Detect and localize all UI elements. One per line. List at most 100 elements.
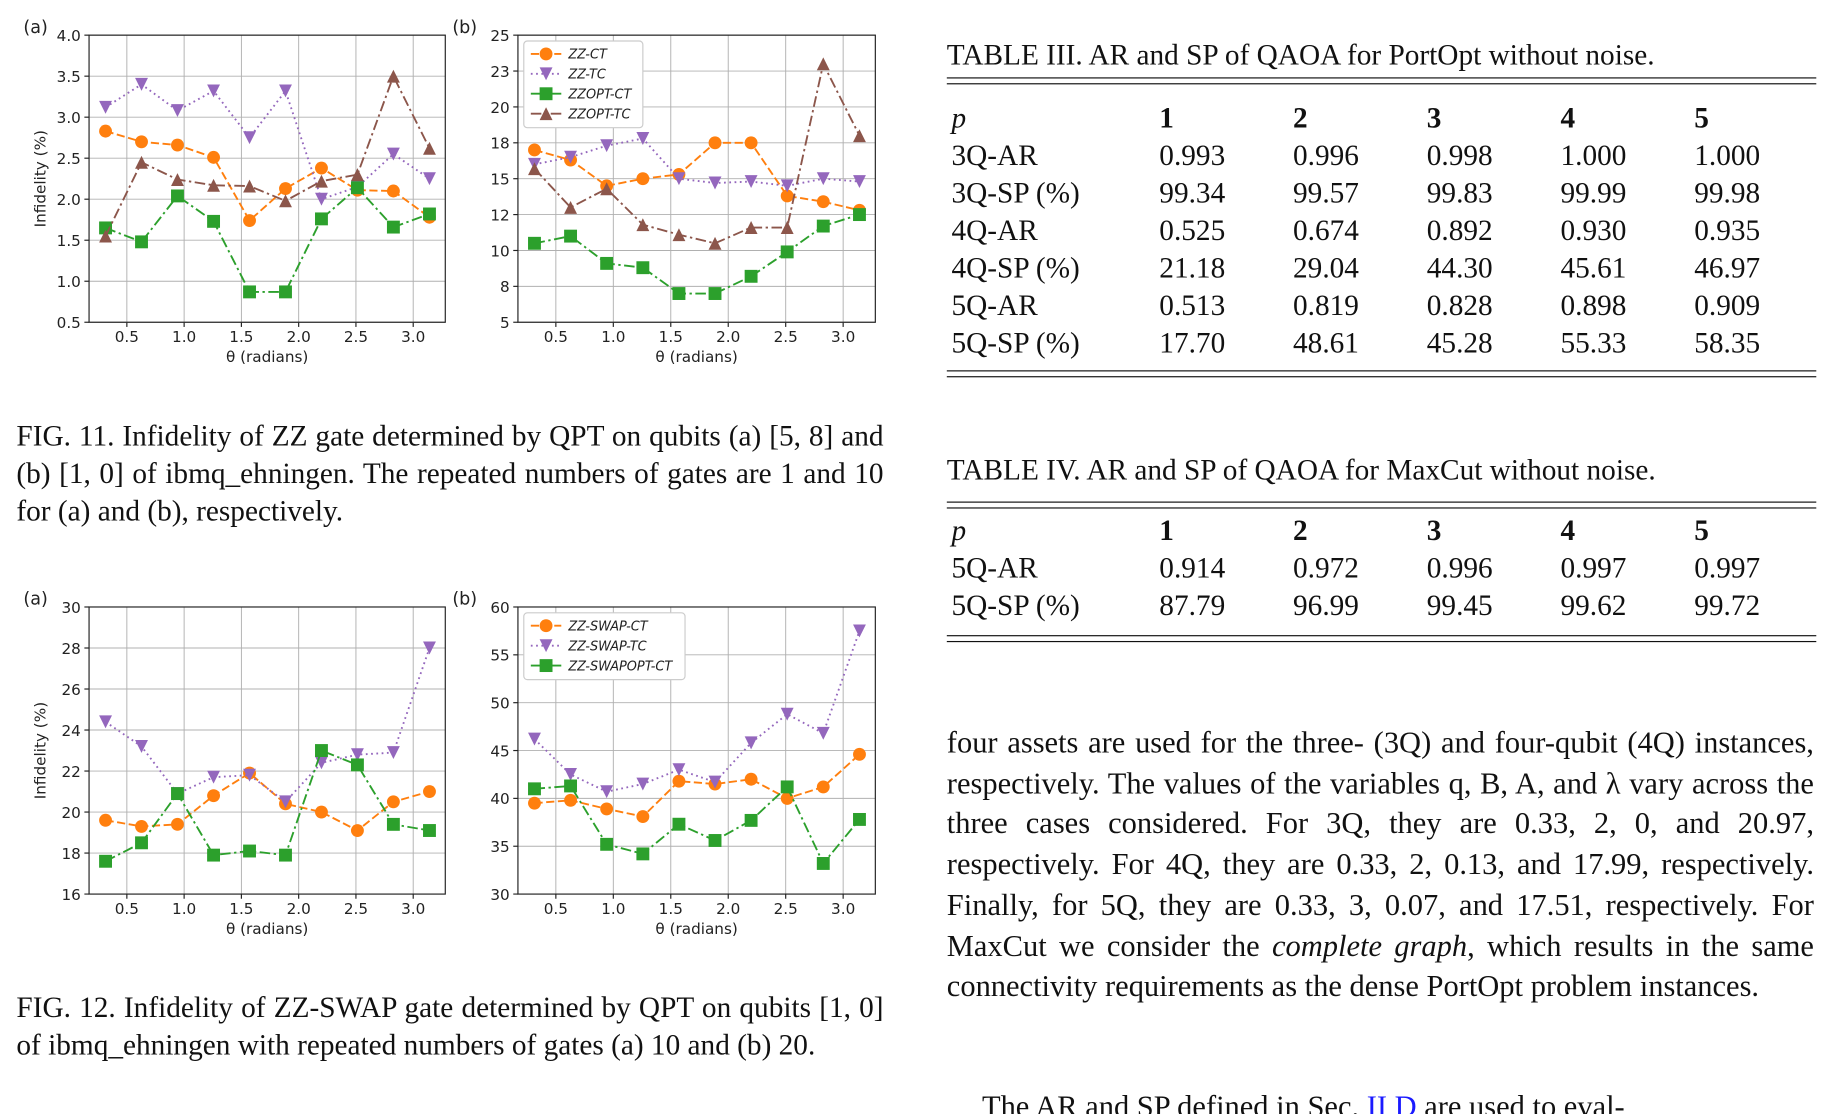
marker <box>386 147 400 161</box>
marker <box>350 824 364 837</box>
chart: 0.5 1.0 1.5 2.0 2.5 3.0 30 35 40 45 50 55 60 θ (radia… <box>452 590 876 938</box>
y-tick-label: 2.0 <box>57 191 81 209</box>
table-cell: 0.819 <box>1293 290 1359 323</box>
marker <box>386 184 400 198</box>
marker <box>853 175 866 189</box>
marker <box>564 793 578 807</box>
table-cell: 99.98 <box>1694 178 1761 210</box>
header-cell: 2 <box>1293 515 1308 548</box>
series-line <box>534 784 861 866</box>
table-cell: 5Q-SP (%) <box>951 328 1080 360</box>
table-cell: 0.997 <box>1694 553 1761 585</box>
marker <box>636 847 650 861</box>
x-tick-label: 3.0 <box>831 900 855 918</box>
marker <box>207 848 221 862</box>
y-tick-label: 15 <box>490 171 509 189</box>
y-tick-label: 1.0 <box>57 273 81 291</box>
legend-label: ZZ-SWAP-CT <box>567 619 648 634</box>
y-tick-label: 1.5 <box>57 232 81 250</box>
section-link[interactable]: II D <box>1366 1089 1417 1114</box>
marker <box>135 135 148 149</box>
marker <box>315 192 328 206</box>
y-tick-label: 35 <box>490 838 509 856</box>
series-line <box>104 73 431 237</box>
table-cell: 55.33 <box>1560 328 1627 360</box>
y-axis-title: Infidelity (%) <box>32 130 50 227</box>
x-tick-label: 3.0 <box>831 328 855 346</box>
text: are used to eval- <box>1416 1089 1625 1114</box>
legend-marker <box>539 107 553 121</box>
marker <box>350 748 364 762</box>
series-line <box>533 61 861 245</box>
legend-marker <box>539 619 553 633</box>
marker <box>600 256 614 270</box>
table-row: 3Q-SP (%) 99.34 99.57 99.83 99.99 99.98 <box>951 176 1828 213</box>
series-line <box>105 647 431 804</box>
table-cell: 5Q-SP (%) <box>951 590 1080 623</box>
marker <box>243 179 256 193</box>
marker <box>780 179 794 193</box>
marker <box>207 84 221 98</box>
y-axis-title: Infidelity (%) <box>32 702 50 799</box>
marker <box>708 136 722 150</box>
table-cell: 99.83 <box>1426 178 1493 210</box>
table-cell: 99.72 <box>1694 590 1761 623</box>
y-tick-label: 22 <box>61 763 80 781</box>
marker <box>636 218 650 232</box>
marker <box>528 782 541 796</box>
marker <box>315 744 328 757</box>
y-tick-label: 18 <box>61 845 80 863</box>
marker <box>99 715 112 729</box>
table-cell: 45.61 <box>1560 253 1627 285</box>
legend-label: ZZ-SWAP-TC <box>567 639 646 654</box>
panel-label: (a) <box>23 18 47 38</box>
marker <box>315 805 328 819</box>
series-line <box>105 186 430 293</box>
marker <box>636 132 650 145</box>
marker <box>315 212 328 226</box>
marker <box>135 836 148 850</box>
table-cell: 0.898 <box>1560 290 1627 323</box>
x-tick-label: 2.5 <box>774 328 798 346</box>
table-cell: 0.993 <box>1159 140 1226 173</box>
table-cell: 99.99 <box>1560 178 1627 210</box>
x-tick-label: 1.0 <box>172 900 196 918</box>
marker <box>171 173 184 186</box>
marker <box>171 138 184 152</box>
marker <box>315 174 328 188</box>
y-tick-label: 30 <box>490 886 509 904</box>
table-cell: 3Q-AR <box>951 140 1038 173</box>
series-line <box>534 213 860 295</box>
marker <box>853 624 866 638</box>
y-tick-label: 16 <box>61 886 80 904</box>
x-tick-label: 1.0 <box>172 328 196 346</box>
panel-label: (b) <box>452 590 477 610</box>
table-cell: 0.828 <box>1426 290 1493 323</box>
marker <box>423 785 436 798</box>
marker <box>744 772 758 786</box>
y-tick-label: 18 <box>490 135 509 153</box>
x-tick-label: 1.5 <box>229 900 253 918</box>
table-cell: 0.935 <box>1694 215 1761 248</box>
table-cell: 58.35 <box>1694 328 1761 360</box>
table-cell: 0.914 <box>1159 553 1226 585</box>
marker <box>744 175 758 189</box>
table-cell: 87.79 <box>1159 590 1226 623</box>
marker <box>672 763 686 777</box>
marker <box>279 84 292 98</box>
table-cell: 4Q-SP (%) <box>951 253 1080 285</box>
table-cell: 45.28 <box>1426 328 1493 360</box>
marker <box>423 141 436 155</box>
table-cell: 0.674 <box>1293 215 1359 248</box>
marker <box>744 269 758 283</box>
body-paragraph: four assets are used for the three- (3Q)… <box>947 723 1814 1008</box>
chart: 0.5 1.0 1.5 2.0 2.5 3.0 16 18 20 22 24 26 28 30 θ (rad… <box>23 590 446 938</box>
chart: 0.5 1.0 1.5 2.0 2.5 3.0 0.5 1.0 1.5 2.0 2.5 3.0 3.5 4… <box>23 18 446 366</box>
rule <box>946 507 1817 509</box>
table-row: 5Q-SP (%) 87.79 96.99 99.45 99.62 99.72 <box>951 588 1828 625</box>
x-tick-label: 0.5 <box>115 900 139 918</box>
marker <box>564 229 578 243</box>
y-tick-label: 55 <box>490 647 509 665</box>
rule <box>946 370 1817 372</box>
